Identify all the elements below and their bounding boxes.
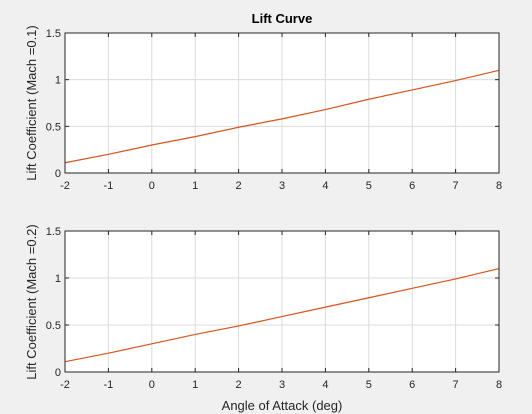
y-tick-label-top: 1 [55, 75, 61, 87]
series-line-bottom [64, 268, 500, 363]
x-tick-label-bottom: 0 [149, 379, 155, 391]
y-tick-label-bottom: 1 [55, 273, 61, 285]
x-tick-label-top: 2 [236, 180, 242, 192]
y-tick-label-top: 0.5 [46, 121, 61, 133]
x-tick-label-bottom: 4 [322, 379, 328, 391]
x-axis-label: Angle of Attack (deg) [222, 398, 343, 413]
x-tick-label-top: 7 [453, 180, 459, 192]
x-tick-label-top: 0 [149, 180, 155, 192]
x-tick-label-top: 6 [409, 180, 415, 192]
x-tick-label-top: 5 [366, 180, 372, 192]
subplot-top: -2 -1 0 1 2 3 4 5 6 7 8 0 0.5 1 1.5 Lift Curve Lift Co… [24, 11, 502, 192]
chart-title: Lift Curve [252, 11, 313, 26]
x-tick-label-top: -1 [104, 180, 114, 192]
ticks-bottom: -2 -1 0 1 2 3 4 5 6 7 8 0 0.5 1 1.5 [46, 226, 502, 391]
x-tick-label-bottom: 2 [236, 379, 242, 391]
series-group-top [64, 69, 500, 164]
ticks-top: -2 -1 0 1 2 3 4 5 6 7 8 0 0.5 1 1.5 [46, 28, 502, 192]
x-tick-label-bottom: 3 [279, 379, 285, 391]
x-tick-label-top: 8 [496, 180, 502, 192]
y-tick-label-bottom: 1.5 [46, 226, 61, 238]
y-axis-label-top: Lift Coefficient (Mach =0.1) [24, 25, 39, 180]
series-group-bottom [64, 268, 500, 363]
x-tick-label-top: 1 [192, 180, 198, 192]
x-tick-label-bottom: 6 [409, 379, 415, 391]
x-tick-label-top: 3 [279, 180, 285, 192]
x-tick-label-bottom: 8 [496, 379, 502, 391]
x-tick-label-bottom: 5 [366, 379, 372, 391]
y-tick-label-bottom: 0.5 [46, 320, 61, 332]
y-tick-label-top: 1.5 [46, 28, 61, 40]
subplot-bottom: -2 -1 0 1 2 3 4 5 6 7 8 0 0.5 1 1.5 Lift Coefficient (… [24, 224, 502, 413]
y-axis-label-bottom: Lift Coefficient (Mach =0.2) [24, 224, 39, 379]
x-tick-label-bottom: -1 [104, 379, 114, 391]
series-line-top [64, 69, 500, 164]
grid-bottom [65, 231, 499, 372]
x-tick-label-bottom: 1 [192, 379, 198, 391]
x-tick-label-top: 4 [322, 180, 328, 192]
x-tick-label-bottom: -2 [60, 379, 70, 391]
x-tick-label-bottom: 7 [453, 379, 459, 391]
grid-top [65, 33, 499, 173]
y-tick-label-top: 0 [55, 168, 61, 180]
y-tick-label-bottom: 0 [55, 367, 61, 379]
x-tick-label-top: -2 [60, 180, 70, 192]
